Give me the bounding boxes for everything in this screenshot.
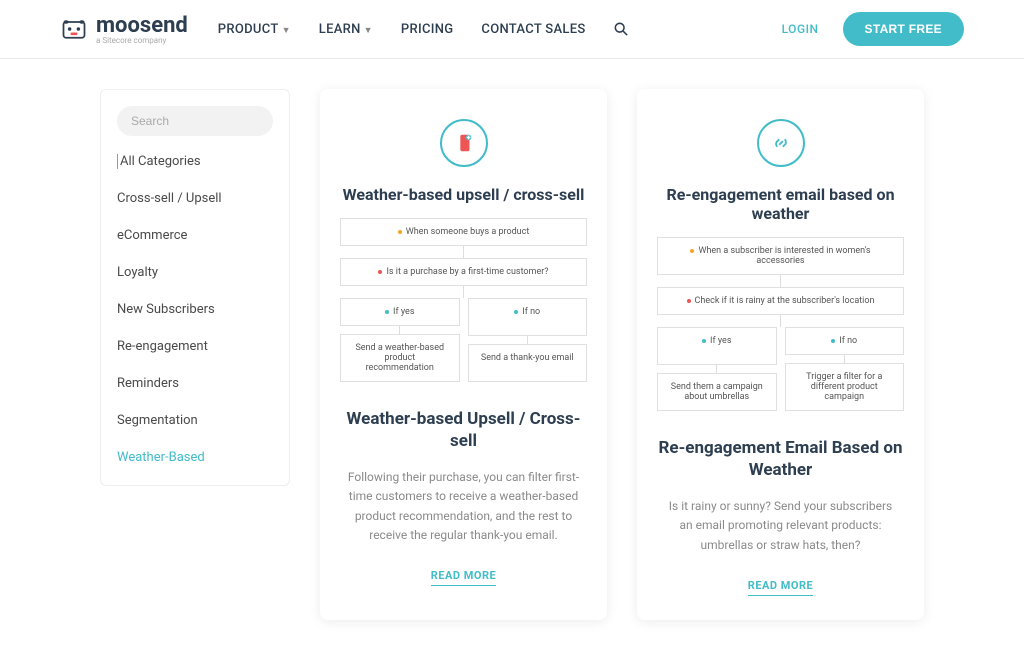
flow-branch: If no: [785, 327, 905, 355]
login-link[interactable]: LOGIN: [782, 22, 819, 36]
search-input[interactable]: [131, 114, 286, 128]
main: All Categories Cross-sell / Upsell eComm…: [0, 59, 1024, 650]
nav-pricing[interactable]: PRICING: [401, 22, 454, 37]
nav-learn[interactable]: LEARN▼: [319, 22, 373, 37]
category-reminders[interactable]: Reminders: [117, 376, 273, 391]
category-ecommerce[interactable]: eCommerce: [117, 228, 273, 243]
start-free-button[interactable]: START FREE: [843, 12, 964, 46]
nav: PRODUCT▼ LEARN▼ PRICING CONTACT SALES: [218, 22, 628, 37]
card-icon: [440, 119, 488, 167]
flow-action: Send a weather-based product recommendat…: [340, 334, 460, 382]
flow-action: Send a thank-you email: [468, 344, 588, 382]
sidebar: All Categories Cross-sell / Upsell eComm…: [100, 89, 290, 486]
flow-title: Re-engagement email based on weather: [657, 185, 904, 223]
nav-contact[interactable]: CONTACT SALES: [481, 22, 585, 37]
search-icon[interactable]: [614, 22, 628, 36]
header: moosend a Sitecore company PRODUCT▼ LEAR…: [0, 0, 1024, 59]
flow-action: Send them a campaign about umbrellas: [657, 373, 777, 411]
card-description: Following their purchase, you can filter…: [340, 468, 587, 545]
category-loyalty[interactable]: Loyalty: [117, 265, 273, 280]
read-more-link[interactable]: READ MORE: [748, 579, 813, 596]
flow-step: When a subscriber is interested in women…: [657, 237, 904, 275]
flow-step: Is it a purchase by a first-time custome…: [340, 258, 587, 286]
flow-branch: If yes: [657, 327, 777, 365]
flow-title: Weather-based upsell / cross-sell: [343, 185, 585, 204]
card-reengagement: Re-engagement email based on weather Whe…: [637, 89, 924, 620]
cards: Weather-based upsell / cross-sell When s…: [320, 89, 924, 620]
card-title: Re-engagement Email Based on Weather: [657, 437, 904, 481]
category-weather[interactable]: Weather-Based: [117, 450, 273, 465]
read-more-link[interactable]: READ MORE: [431, 569, 496, 586]
logo[interactable]: moosend a Sitecore company: [60, 13, 188, 45]
card-icon: [757, 119, 805, 167]
logo-subtitle: a Sitecore company: [96, 36, 188, 45]
flow-step: When someone buys a product: [340, 218, 587, 246]
tag-icon: [453, 132, 475, 154]
category-new-subscribers[interactable]: New Subscribers: [117, 302, 273, 317]
flow-diagram: When someone buys a product Is it a purc…: [340, 218, 587, 382]
logo-text: moosend: [96, 13, 188, 38]
search-box[interactable]: [117, 106, 273, 136]
card-description: Is it rainy or sunny? Send your subscrib…: [657, 497, 904, 555]
category-all[interactable]: All Categories: [117, 154, 273, 169]
category-cross-sell[interactable]: Cross-sell / Upsell: [117, 191, 273, 206]
flow-branch: If yes: [340, 298, 460, 326]
flow-step: Check if it is rainy at the subscriber's…: [657, 287, 904, 315]
category-list: All Categories Cross-sell / Upsell eComm…: [101, 154, 289, 465]
logo-icon: [60, 15, 88, 43]
header-right: LOGIN START FREE: [782, 12, 964, 46]
category-re-engagement[interactable]: Re-engagement: [117, 339, 273, 354]
flow-diagram: When a subscriber is interested in women…: [657, 237, 904, 411]
flow-branch: If no: [468, 298, 588, 336]
link-icon: [770, 132, 792, 154]
nav-product[interactable]: PRODUCT▼: [218, 22, 291, 37]
card-title: Weather-based Upsell / Cross-sell: [340, 408, 587, 452]
card-weather-upsell: Weather-based upsell / cross-sell When s…: [320, 89, 607, 620]
category-segmentation[interactable]: Segmentation: [117, 413, 273, 428]
flow-action: Trigger a filter for a different product…: [785, 363, 905, 411]
